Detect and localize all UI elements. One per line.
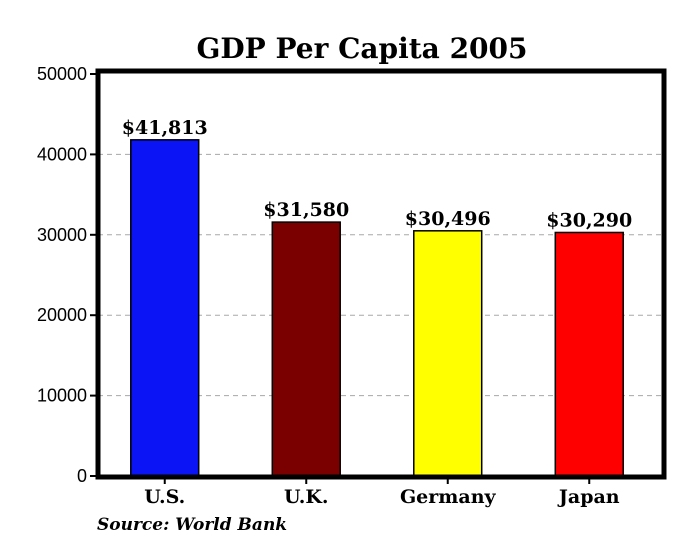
y-axis-ticks: 0 10000 20000 30000 40000 50000 xyxy=(37,64,98,486)
bars xyxy=(130,139,624,477)
data-labels: $41,813 $31,580 $30,496 $30,290 xyxy=(122,117,632,232)
y-tick-label: 30000 xyxy=(37,225,87,245)
x-axis-ticks: U.S. U.K. Germany Japan xyxy=(144,476,620,508)
y-tick-label: 50000 xyxy=(37,64,87,84)
chart-title: GDP Per Capita 2005 xyxy=(196,32,527,65)
y-tick-label: 40000 xyxy=(37,144,87,164)
data-label: $30,290 xyxy=(546,209,632,231)
plot-frame xyxy=(95,68,667,480)
y-tick-label: 20000 xyxy=(37,305,87,325)
bar-us xyxy=(130,139,200,477)
bar-germany xyxy=(413,230,483,477)
data-label: $31,580 xyxy=(263,199,349,221)
bar-japan xyxy=(554,231,624,477)
data-label: $41,813 xyxy=(122,117,208,139)
bar-uk xyxy=(271,221,341,477)
source-note: Source: World Bank xyxy=(97,515,287,535)
data-label: $30,496 xyxy=(405,208,491,230)
y-tick-label: 0 xyxy=(77,466,87,486)
y-tick-label: 10000 xyxy=(37,386,87,406)
x-tick-label: U.K. xyxy=(284,486,329,508)
x-tick-label: Japan xyxy=(557,486,620,508)
x-tick-label: U.S. xyxy=(144,486,185,508)
x-tick-label: Germany xyxy=(400,486,497,508)
